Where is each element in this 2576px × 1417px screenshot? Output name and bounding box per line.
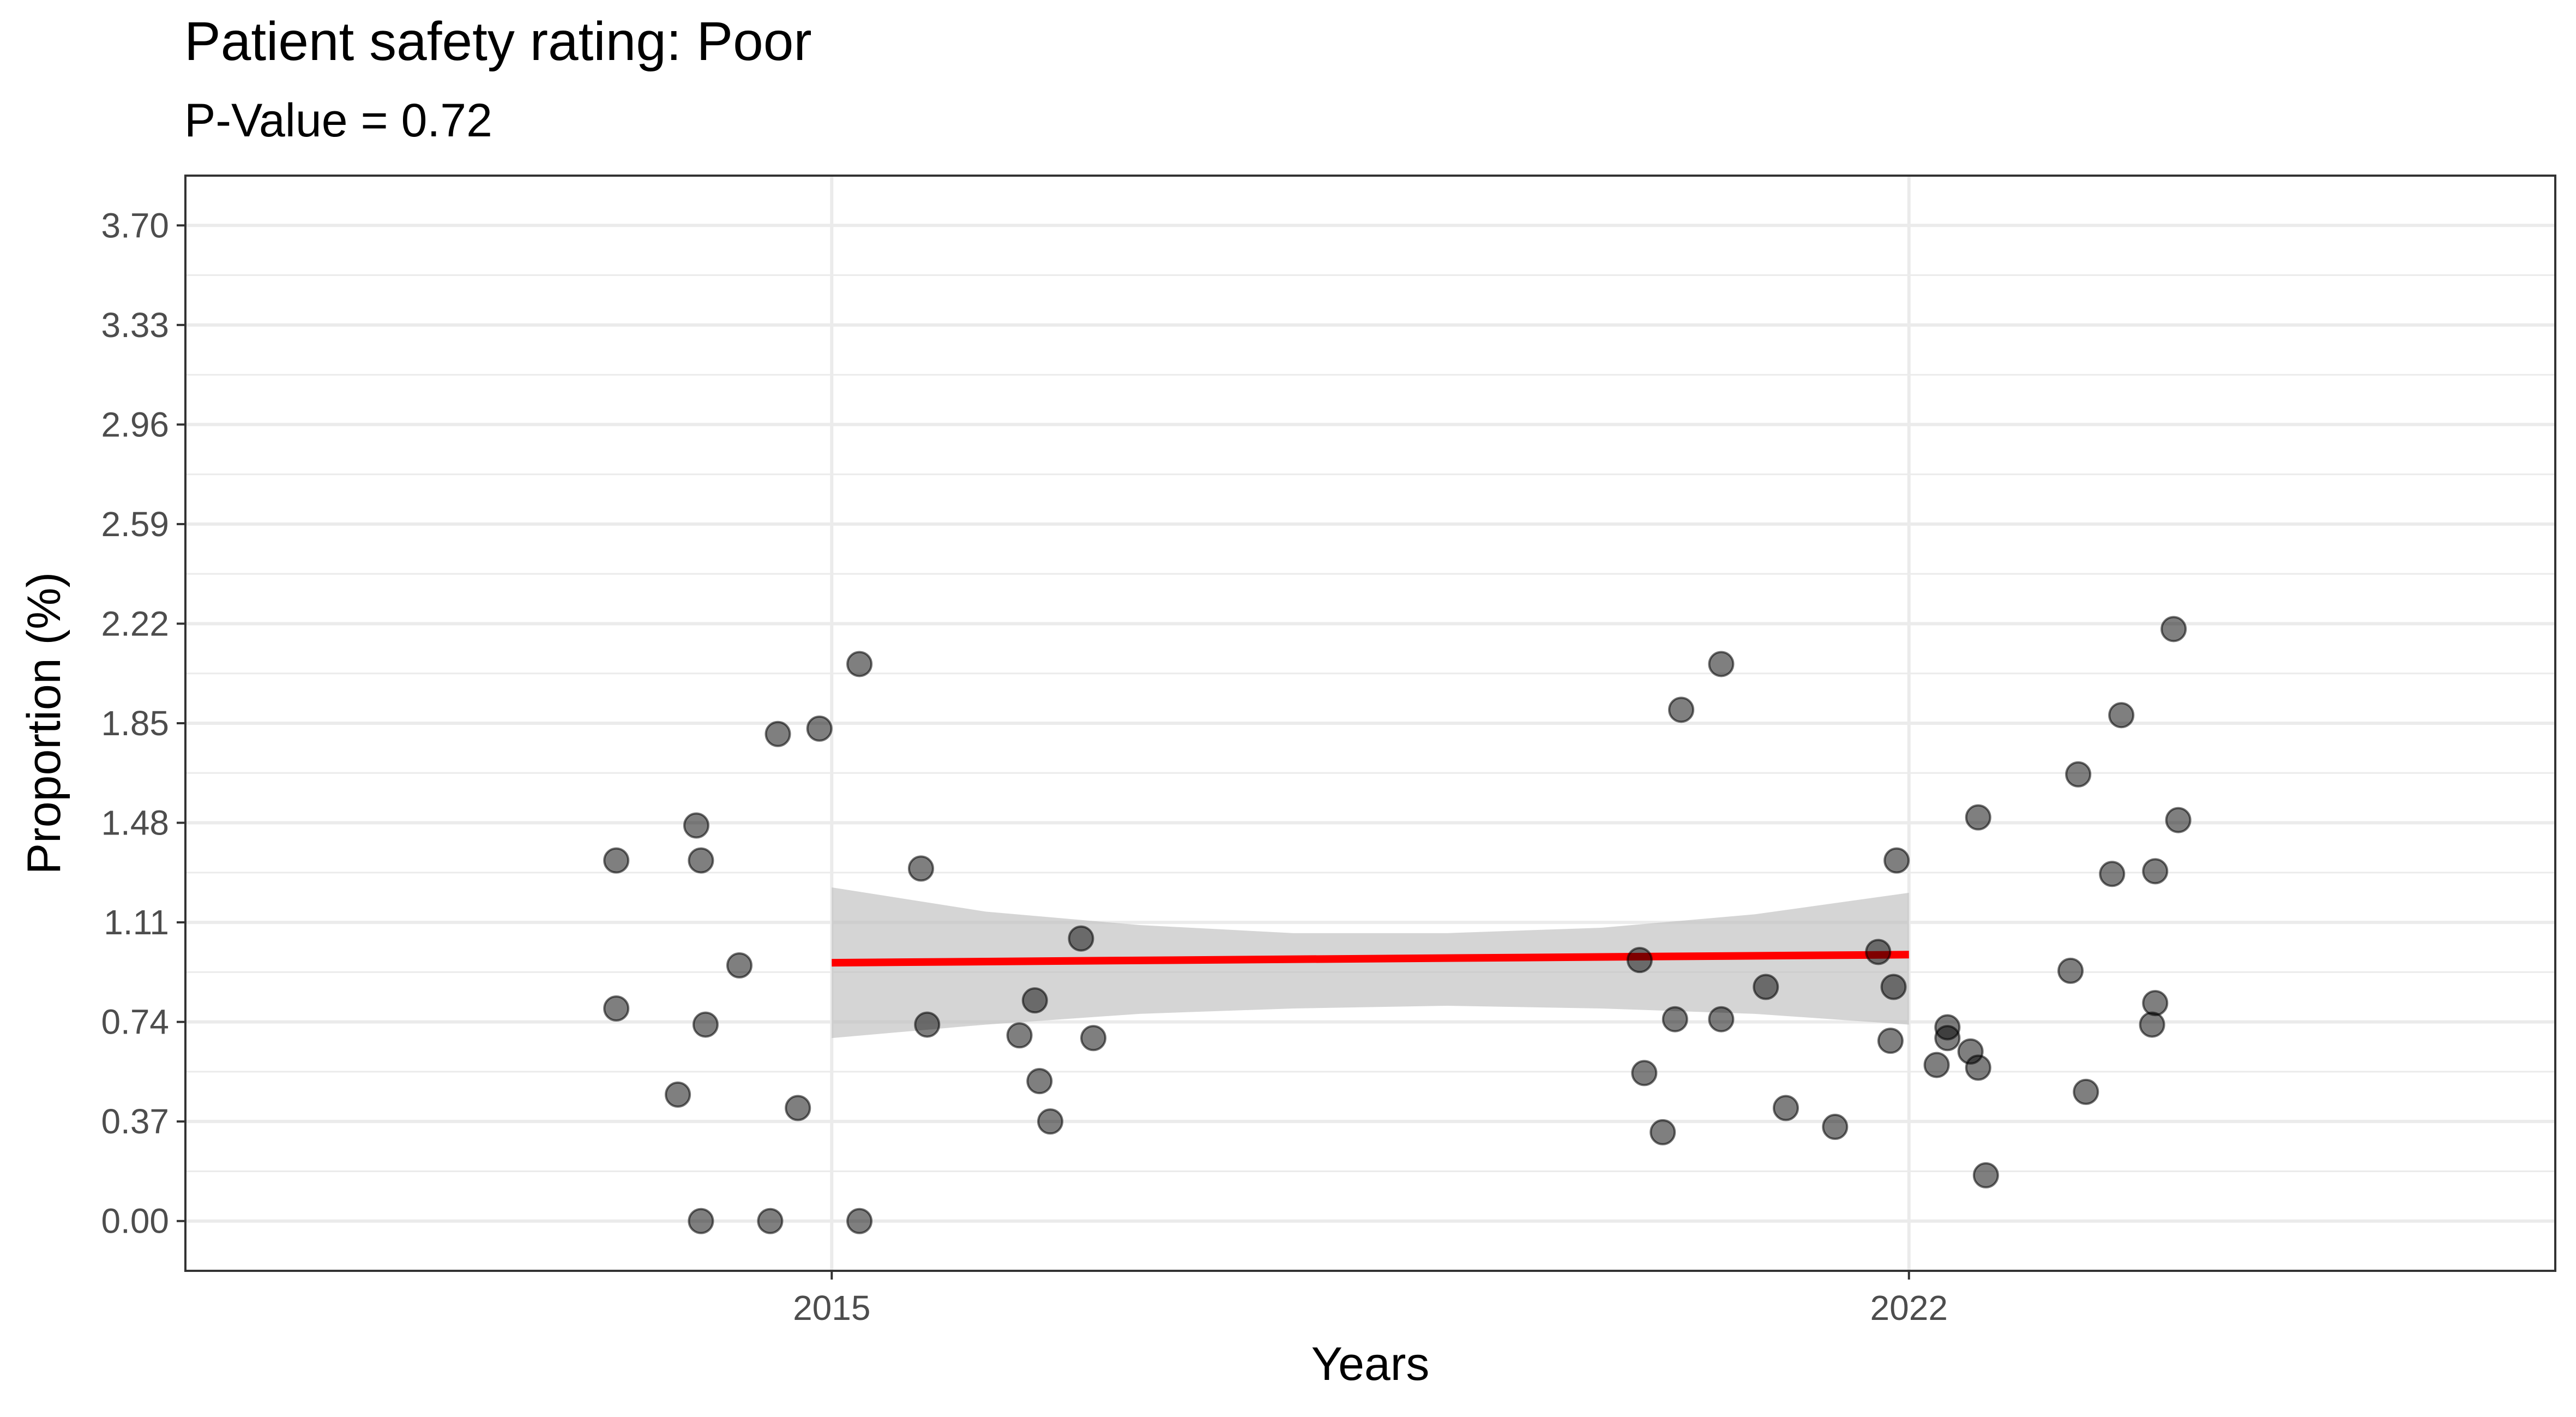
data-point	[2165, 807, 2192, 833]
y-tick-label: 0.00	[101, 1202, 169, 1241]
data-point	[1006, 1022, 1033, 1049]
x-tick-label: 2015	[793, 1288, 870, 1328]
data-point	[603, 995, 630, 1022]
points-layer	[603, 616, 2192, 1234]
data-point	[914, 1011, 941, 1038]
y-tick-label: 1.85	[101, 704, 169, 743]
data-point	[2057, 957, 2084, 984]
y-axis: 0.00 0.37 0.74 1.11 1.48 1.85 2.22 2.59 2.96 3.33…	[101, 206, 185, 1241]
confidence-band-layer	[832, 887, 1909, 1038]
y-tick-label: 1.11	[104, 903, 169, 942]
data-point	[1068, 925, 1094, 952]
trend-layer	[832, 951, 1909, 967]
data-point	[1631, 1060, 1658, 1086]
data-point	[2065, 761, 2092, 788]
data-point	[846, 651, 873, 677]
data-point	[1668, 697, 1695, 723]
data-point	[765, 720, 791, 747]
data-point	[1880, 974, 1907, 1000]
data-point	[1080, 1025, 1107, 1052]
data-point	[1650, 1119, 1676, 1145]
minor-gridlines	[185, 274, 2555, 1172]
data-point	[1972, 1162, 1999, 1188]
data-point	[1965, 804, 1991, 831]
chart-subtitle: P-Value = 0.72	[184, 94, 492, 147]
x-axis-title: Years	[1311, 1338, 1430, 1390]
data-point	[806, 715, 833, 742]
data-point	[1037, 1108, 1064, 1135]
data-point	[1883, 847, 1910, 874]
y-tick-label: 3.33	[101, 305, 169, 345]
data-point	[2160, 616, 2187, 643]
data-point	[846, 1208, 873, 1234]
data-point	[726, 952, 753, 979]
data-point	[603, 847, 630, 874]
data-point	[665, 1081, 691, 1108]
data-point	[1772, 1095, 1799, 1121]
data-point	[2139, 1011, 2165, 1038]
data-point	[688, 847, 714, 874]
y-tick-label: 0.37	[101, 1102, 169, 1141]
data-point	[688, 1208, 714, 1234]
data-point	[757, 1208, 784, 1234]
y-tick-label: 1.48	[101, 803, 169, 843]
data-point	[1965, 1054, 1991, 1081]
data-point	[1753, 974, 1779, 1000]
x-tick-label: 2022	[1870, 1288, 1948, 1328]
y-tick-label: 2.22	[101, 604, 169, 643]
y-tick-label: 2.59	[101, 505, 169, 544]
data-point	[1923, 1052, 1950, 1078]
data-point	[2073, 1078, 2099, 1105]
y-tick-label: 2.96	[101, 405, 169, 444]
data-point	[907, 855, 934, 882]
data-point	[1822, 1114, 1849, 1140]
data-point	[1021, 987, 1048, 1014]
data-point	[1662, 1006, 1688, 1032]
data-point	[1877, 1028, 1904, 1054]
data-point	[2108, 702, 2135, 729]
trend-line	[832, 951, 1909, 967]
y-tick-label: 3.70	[101, 206, 169, 245]
data-point	[1708, 1006, 1735, 1032]
data-point	[2142, 858, 2169, 885]
data-point	[1708, 651, 1735, 677]
data-point	[2142, 990, 2169, 1017]
confidence-band	[832, 887, 1909, 1038]
chart-title: Patient safety rating: Poor	[184, 11, 812, 72]
data-point	[785, 1095, 811, 1121]
y-axis-title: Proportion (%)	[18, 572, 70, 874]
data-point	[1865, 939, 1892, 965]
y-tick-label: 0.74	[101, 1002, 169, 1042]
data-point	[683, 812, 709, 839]
data-point	[1026, 1068, 1053, 1095]
x-axis: 2015 2022	[793, 1271, 1948, 1328]
data-point	[692, 1011, 719, 1038]
data-point	[1626, 947, 1653, 974]
data-point	[2099, 861, 2126, 887]
data-point	[1934, 1014, 1961, 1041]
